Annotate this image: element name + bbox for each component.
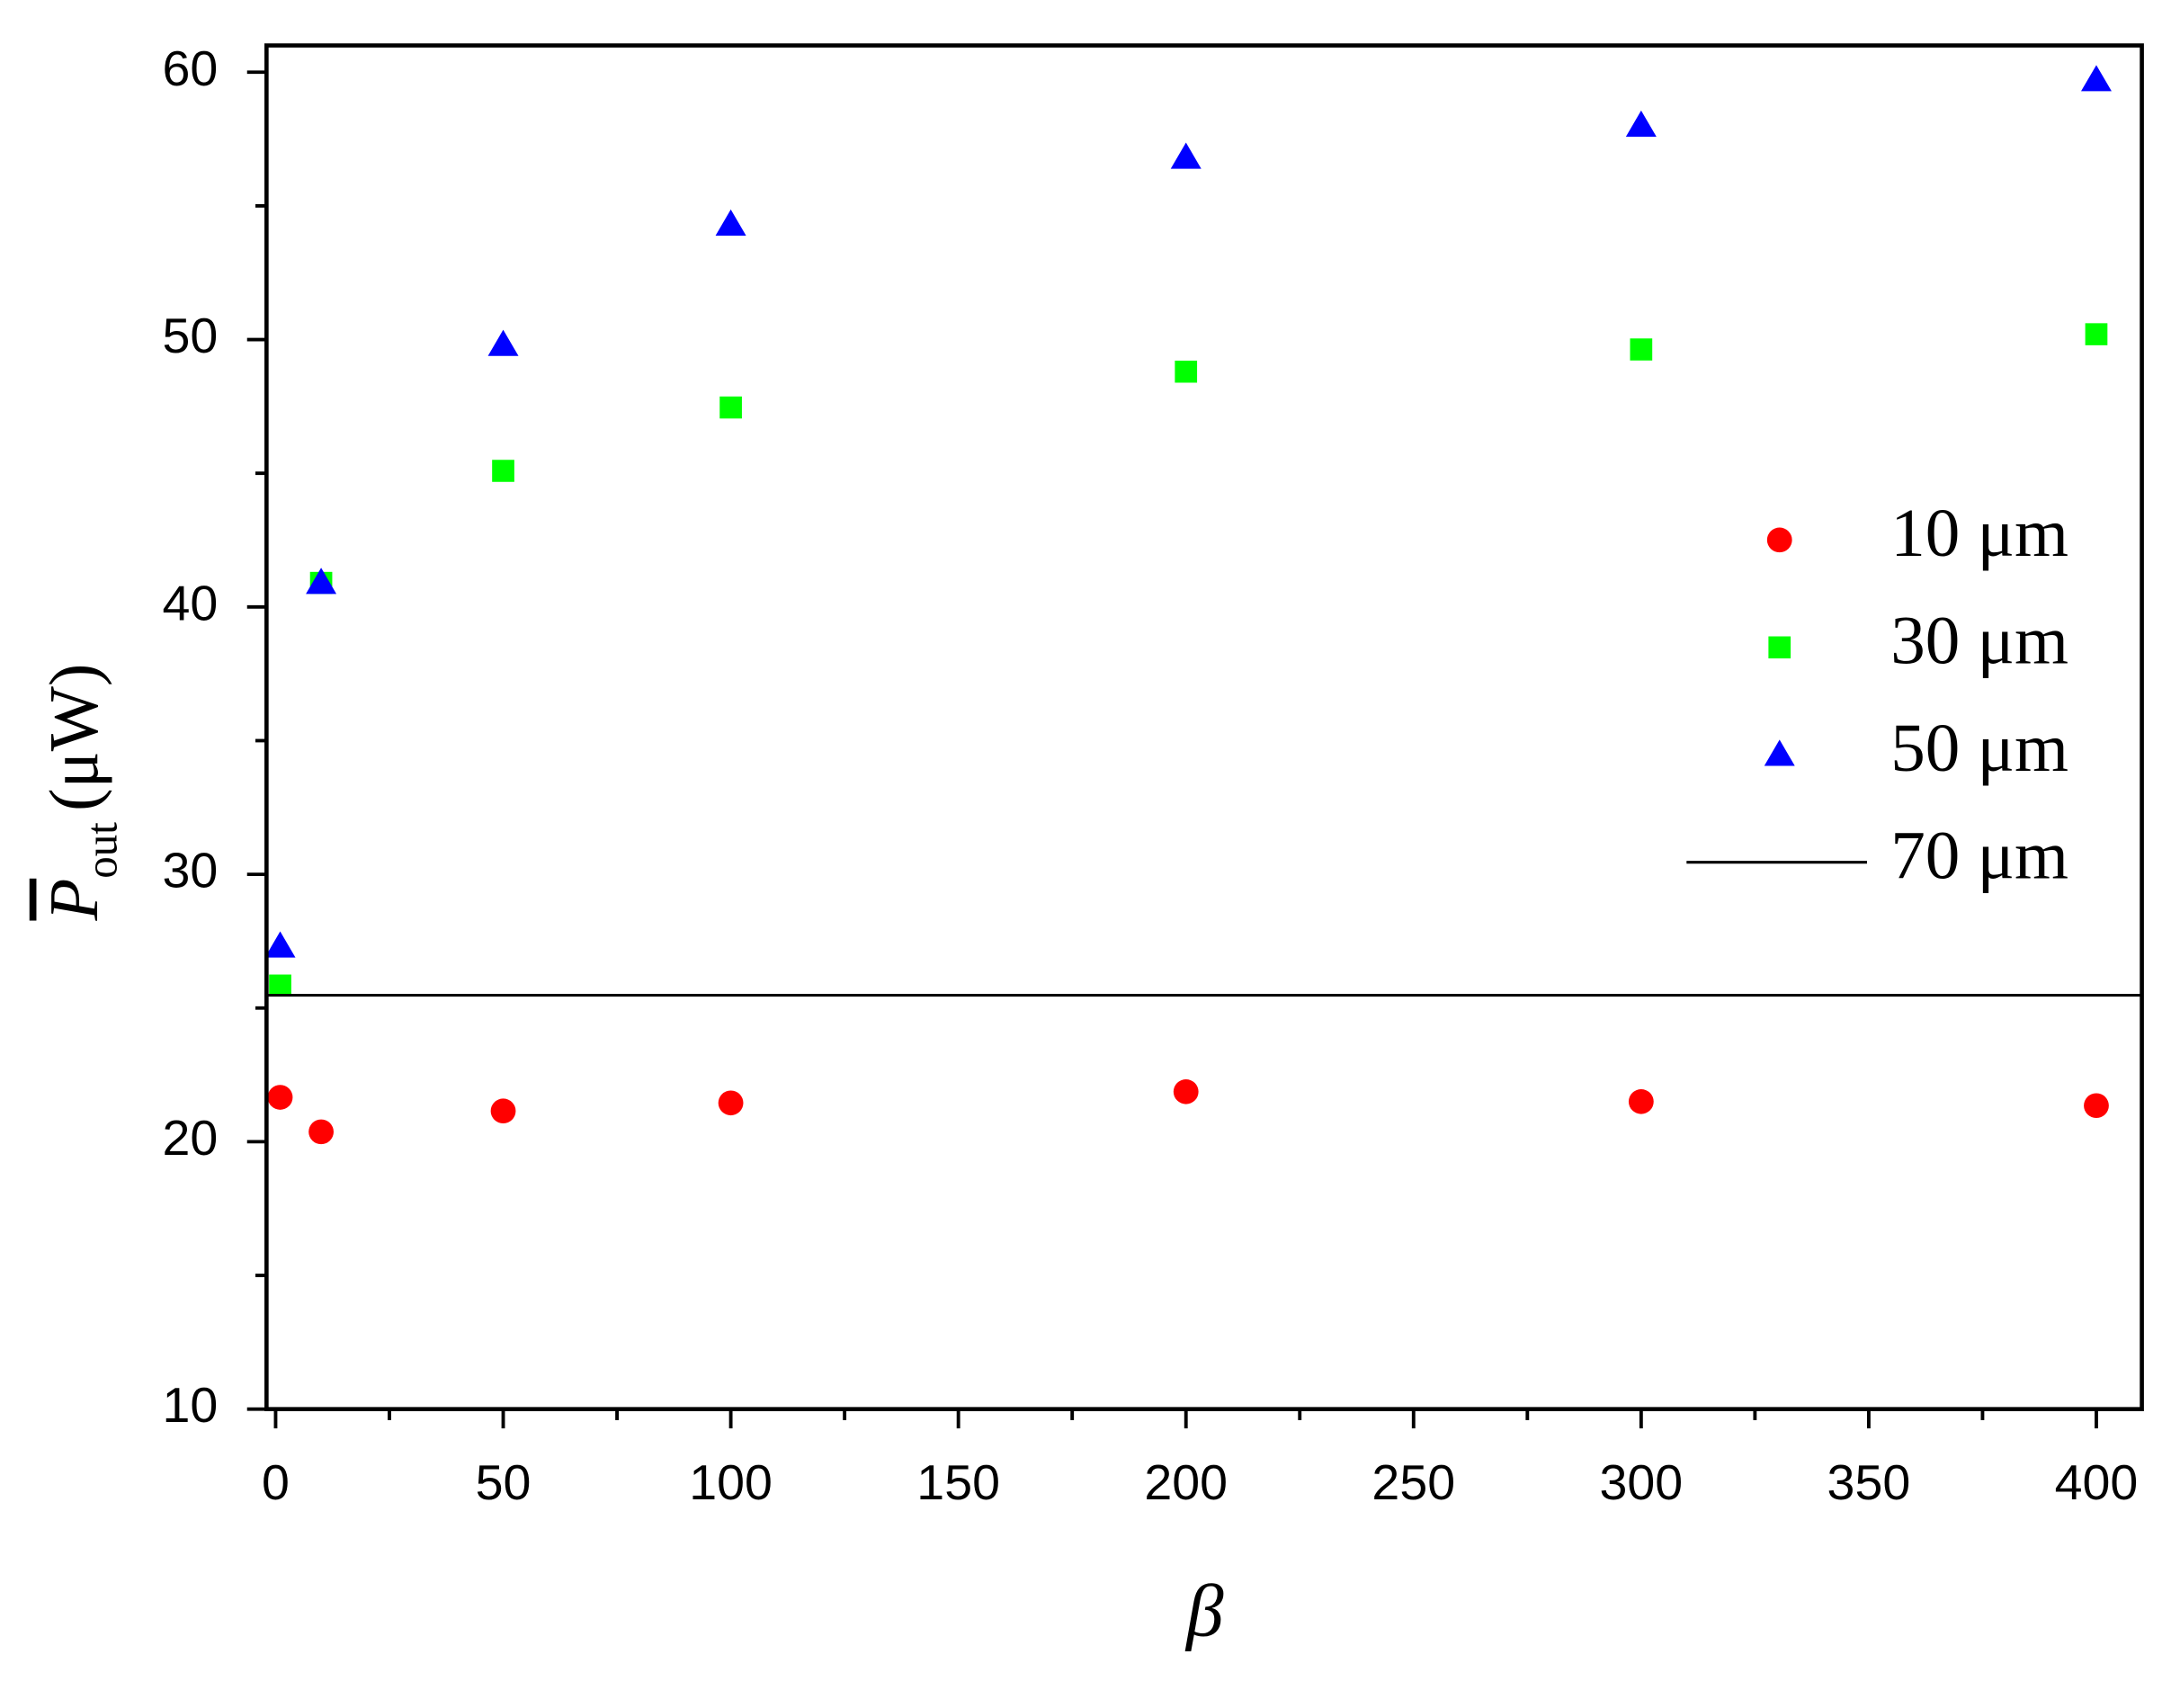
data-point [2085, 323, 2108, 345]
data-point [264, 931, 296, 958]
y-label-subscript: out [76, 822, 126, 879]
data-point [306, 568, 337, 595]
legend-label: 10 μm [1890, 495, 2068, 571]
x-tick-label: 100 [689, 1454, 773, 1510]
data-point [269, 974, 291, 997]
data-point [1628, 1089, 1654, 1114]
data-point [308, 1119, 334, 1145]
data-point [1630, 338, 1653, 361]
data-point [719, 396, 742, 419]
x-tick-label: 0 [262, 1454, 290, 1510]
data-point [2084, 1093, 2109, 1119]
legend-label: 50 μm [1890, 710, 2068, 786]
y-label-symbol: P [36, 879, 112, 922]
data-point [2080, 65, 2112, 92]
x-tick-label: 400 [2055, 1454, 2139, 1510]
x-tick-label: 150 [916, 1454, 1000, 1510]
plot-frame [264, 43, 2144, 1411]
data-point [1175, 360, 1198, 383]
y-tick-label: 30 [163, 843, 219, 899]
y-tick-label: 20 [163, 1110, 219, 1166]
y-tick-label: 10 [163, 1377, 219, 1433]
legend-marker [1764, 739, 1795, 766]
data-point [267, 1085, 293, 1110]
x-tick-label: 250 [1371, 1454, 1455, 1510]
x-tick-label: 200 [1144, 1454, 1228, 1510]
data-point [718, 1090, 744, 1116]
data-point [1173, 1079, 1199, 1104]
y-tick-label: 40 [163, 576, 219, 631]
legend-marker [1768, 636, 1791, 659]
data-point [1625, 110, 1657, 137]
legend-label: 30 μm [1890, 603, 2068, 679]
y-tick-label: 60 [163, 40, 219, 96]
legend-marker [1766, 527, 1792, 553]
y-label-unit: (μW) [36, 664, 112, 811]
data-point [492, 460, 514, 482]
x-tick-label: 300 [1600, 1454, 1684, 1510]
legend-label: 70 μm [1890, 818, 2068, 894]
data-point [1170, 142, 1202, 169]
y-axis-label: Pout (μW) [36, 664, 127, 922]
data-point [490, 1098, 516, 1123]
x-axis-label: β [1184, 1569, 1224, 1652]
x-tick-label: 50 [476, 1454, 532, 1510]
data-point [487, 329, 519, 356]
y-tick-label: 50 [163, 308, 219, 363]
data-point [715, 209, 746, 236]
x-tick-label: 350 [1827, 1454, 1911, 1510]
